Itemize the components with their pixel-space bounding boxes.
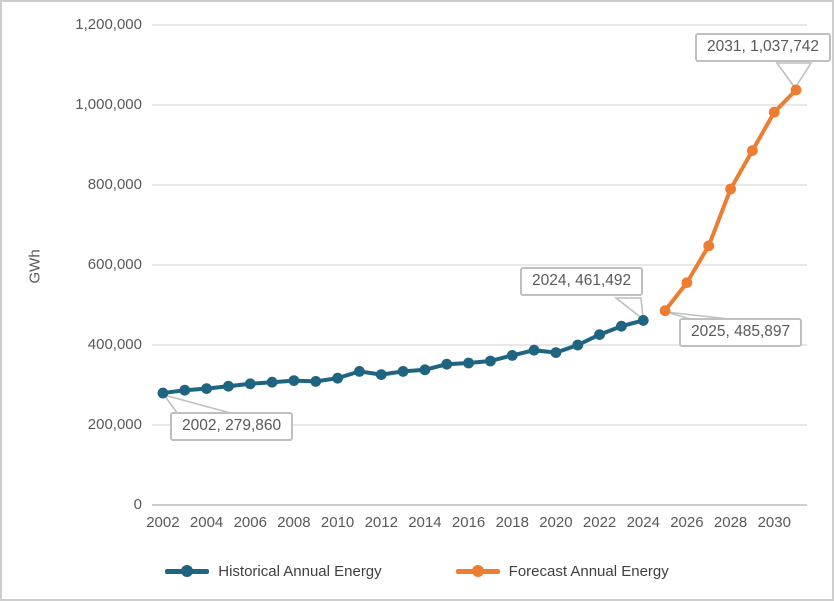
callout-leader-pointer — [613, 297, 644, 321]
data-point-marker — [310, 376, 322, 387]
data-point-marker — [419, 364, 431, 376]
data-point-marker — [223, 380, 234, 392]
data-point-marker — [790, 84, 802, 96]
data-point-marker — [375, 369, 387, 380]
data-point-marker — [594, 329, 605, 340]
y-axis-tick-label: 200,000 — [87, 416, 142, 433]
data-point-marker — [616, 320, 627, 332]
data-point-marker — [266, 376, 278, 388]
y-axis-tick-label: 600,000 — [87, 256, 142, 273]
series-line — [663, 87, 799, 313]
data-callout-2025[interactable]: 2025, 485,897 — [679, 318, 803, 347]
x-axis-tick-label: 2012 — [364, 514, 398, 531]
historical-series-swatch-icon — [165, 565, 210, 577]
historical-series[interactable] — [157, 315, 649, 399]
data-point-marker — [747, 145, 758, 157]
x-axis-tick-label: 2024 — [626, 514, 660, 531]
x-axis-tick-label: 2026 — [670, 514, 704, 531]
forecast-series-swatch-icon — [455, 565, 500, 577]
data-point-marker — [725, 183, 736, 195]
data-callout-2031[interactable]: 2031, 1,037,742 — [695, 33, 832, 62]
data-point-marker — [703, 240, 715, 252]
data-point-marker — [463, 357, 474, 369]
data-point-marker — [528, 344, 540, 356]
x-axis-tick-label: 2008 — [277, 514, 311, 531]
data-point-marker — [179, 384, 191, 396]
data-callout-2002[interactable]: 2002, 279,860 — [170, 412, 294, 441]
x-axis-tick-label: 2016 — [451, 514, 486, 531]
x-axis-tick-label: 2022 — [582, 514, 617, 531]
chart-legend: Historical Annual Energy Forecast Annual… — [2, 554, 832, 588]
y-axis-tick-label: 1,000,000 — [75, 96, 142, 113]
x-axis-tick-label: 2004 — [189, 514, 224, 531]
data-point-marker — [288, 375, 300, 386]
data-point-marker — [332, 372, 343, 384]
x-axis-tick-label: 2010 — [320, 514, 355, 531]
x-axis-tick-label: 2006 — [233, 514, 267, 531]
legend-item-historical[interactable]: Historical Annual Energy — [165, 562, 382, 580]
data-point-marker — [244, 378, 256, 390]
series-line — [160, 318, 646, 396]
data-point-marker — [354, 366, 365, 377]
data-point-marker — [157, 387, 169, 399]
legend-label: Historical Annual Energy — [218, 562, 382, 580]
data-point-marker — [485, 355, 496, 367]
legend-item-forecast[interactable]: Forecast Annual Energy — [455, 562, 669, 580]
x-axis-tick-label: 2020 — [539, 514, 573, 531]
data-point-marker — [572, 339, 584, 351]
x-axis-tick-label: 2018 — [495, 514, 529, 531]
data-point-marker — [659, 305, 671, 317]
y-axis-tick-label: 1,200,000 — [75, 16, 142, 33]
data-callout-2024[interactable]: 2024, 461,492 — [520, 267, 644, 296]
data-point-marker — [637, 315, 649, 326]
data-point-marker — [201, 383, 212, 394]
data-point-marker — [506, 350, 518, 361]
legend-label: Forecast Annual Energy — [508, 562, 669, 580]
y-axis-tick-label: 0 — [133, 496, 142, 513]
forecast-series[interactable] — [659, 84, 802, 317]
x-axis-tick-label: 2030 — [757, 514, 791, 531]
data-point-marker — [441, 358, 453, 370]
x-axis-tick-label: 2014 — [408, 514, 442, 531]
data-point-marker — [768, 106, 780, 118]
x-axis-tick-label: 2002 — [146, 514, 180, 531]
callout-leader-pointer — [775, 62, 813, 90]
data-point-marker — [550, 347, 562, 358]
data-point-marker — [681, 277, 693, 288]
data-point-marker — [397, 366, 409, 377]
y-axis-tick-label: 400,000 — [87, 336, 142, 353]
y-axis-tick-label: 800,000 — [87, 176, 142, 193]
x-axis-tick-label: 2028 — [713, 514, 748, 531]
